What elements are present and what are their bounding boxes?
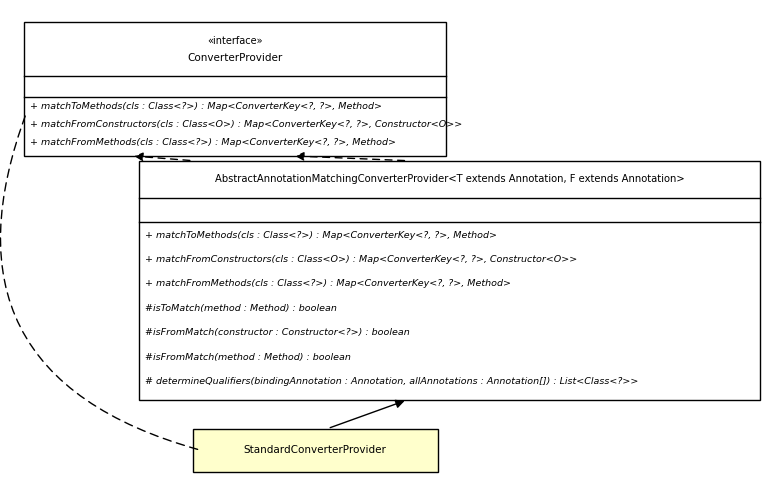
Text: AbstractAnnotationMatchingConverterProvider<T extends Annotation, F extends Anno: AbstractAnnotationMatchingConverterProvi… <box>215 174 685 184</box>
Bar <box>193 429 438 471</box>
Text: + matchFromConstructors(cls : Class<O>) : Map<ConverterKey<?, ?>, Constructor<O>: + matchFromConstructors(cls : Class<O>) … <box>30 120 462 129</box>
Text: + matchFromConstructors(cls : Class<O>) : Map<ConverterKey<?, ?>, Constructor<O>: + matchFromConstructors(cls : Class<O>) … <box>145 255 577 264</box>
Bar <box>24 22 446 156</box>
Text: #isToMatch(method : Method) : boolean: #isToMatch(method : Method) : boolean <box>145 304 337 313</box>
Text: ConverterProvider: ConverterProvider <box>187 53 282 63</box>
Text: + matchToMethods(cls : Class<?>) : Map<ConverterKey<?, ?>, Method>: + matchToMethods(cls : Class<?>) : Map<C… <box>145 230 497 240</box>
Text: #isFromMatch(constructor : Constructor<?>) : boolean: #isFromMatch(constructor : Constructor<?… <box>145 328 410 337</box>
Text: #isFromMatch(method : Method) : boolean: #isFromMatch(method : Method) : boolean <box>145 353 351 362</box>
Text: # determineQualifiers(bindingAnnotation : Annotation, allAnnotations : Annotatio: # determineQualifiers(bindingAnnotation … <box>145 377 639 386</box>
Text: + matchFromMethods(cls : Class<?>) : Map<ConverterKey<?, ?>, Method>: + matchFromMethods(cls : Class<?>) : Map… <box>145 279 511 288</box>
Text: «interface»: «interface» <box>207 36 262 45</box>
Bar <box>139 161 760 400</box>
Text: + matchToMethods(cls : Class<?>) : Map<ConverterKey<?, ?>, Method>: + matchToMethods(cls : Class<?>) : Map<C… <box>30 102 382 111</box>
Text: StandardConverterProvider: StandardConverterProvider <box>244 445 387 455</box>
Text: + matchFromMethods(cls : Class<?>) : Map<ConverterKey<?, ?>, Method>: + matchFromMethods(cls : Class<?>) : Map… <box>30 138 396 147</box>
